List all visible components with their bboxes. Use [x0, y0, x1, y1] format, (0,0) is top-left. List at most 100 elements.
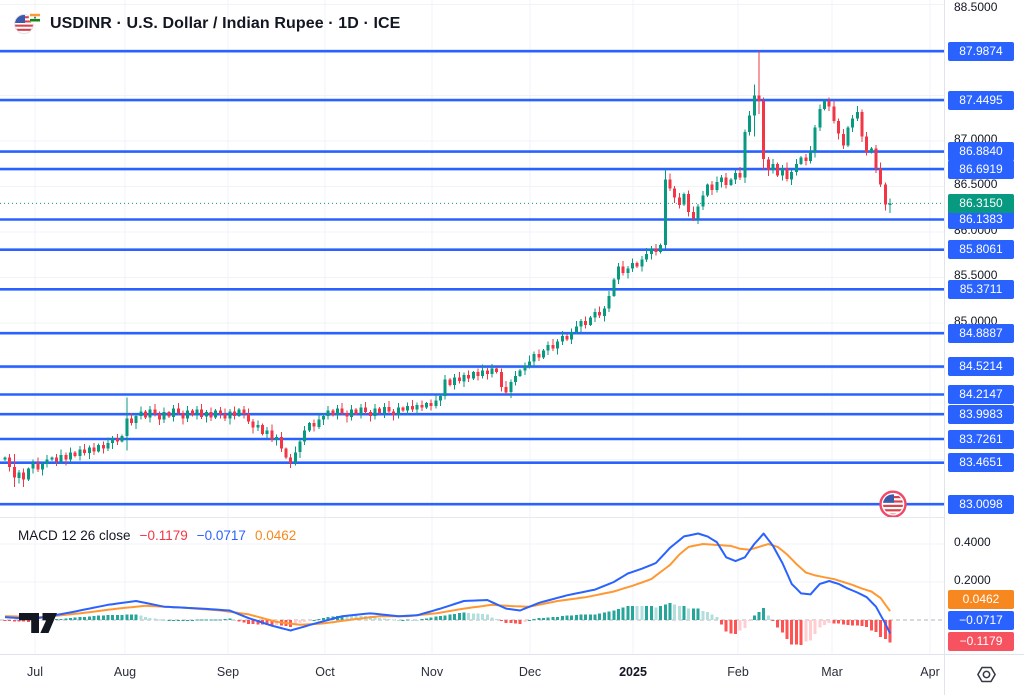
- candle-body: [584, 321, 588, 325]
- symbol-header[interactable]: USDINR · U.S. Dollar / Indian Rupee · 1D…: [14, 12, 400, 36]
- macd-histogram-bar: [879, 620, 883, 638]
- candle-body: [434, 400, 438, 406]
- candle-body: [134, 415, 138, 424]
- candle-body: [73, 452, 77, 456]
- candle-body: [673, 188, 677, 198]
- candle-body: [682, 193, 686, 205]
- candle-body: [631, 263, 634, 269]
- candle-body: [218, 410, 222, 414]
- macd-histogram-bar: [17, 620, 21, 622]
- macd-line-axis-label[interactable]: −0.0717: [948, 610, 1014, 630]
- macd-histogram-bar: [827, 620, 831, 623]
- macd-histogram-bar: [602, 612, 606, 620]
- candle-body: [598, 312, 602, 316]
- macd-histogram-bar: [111, 615, 115, 620]
- candle-body: [228, 411, 232, 419]
- candle-body: [729, 179, 733, 185]
- macd-histogram-bar: [186, 619, 190, 621]
- candle-body: [762, 101, 766, 160]
- candle-body: [771, 163, 775, 171]
- price-level-label[interactable]: 86.6919: [948, 159, 1014, 179]
- candle-body: [809, 152, 812, 162]
- macd-histogram-bar: [481, 614, 485, 620]
- macd-histogram-bar: [607, 611, 611, 620]
- macd-histogram-bar: [682, 605, 686, 621]
- macd-histogram-bar: [471, 613, 475, 620]
- candle-body: [303, 430, 307, 442]
- macd-histogram-bar: [645, 606, 649, 620]
- time-axis-label-feb: Feb: [727, 665, 749, 679]
- candle-body: [546, 344, 550, 351]
- macd-signal-axis-label[interactable]: 0.0462: [948, 589, 1014, 609]
- macd-histogram-bar: [181, 620, 185, 621]
- last-price-label[interactable]: 86.3150: [948, 193, 1014, 213]
- macd-histogram-bar: [115, 614, 119, 620]
- macd-histogram-bar: [649, 605, 653, 621]
- macd-histogram-bar: [874, 620, 878, 632]
- settings-icon[interactable]: [975, 663, 998, 691]
- macd-histogram-bar: [162, 620, 166, 621]
- price-level-label[interactable]: 85.3711: [948, 279, 1014, 299]
- macd-histogram-bar: [148, 617, 152, 620]
- price-level-label[interactable]: 83.9983: [948, 404, 1014, 424]
- candle-body: [462, 374, 466, 382]
- macd-histogram-bar: [406, 619, 410, 621]
- price-axis[interactable]: 88.5000 87.0000 86.5000 86.0000 85.5000 85.00…: [944, 0, 1024, 695]
- pane-separator[interactable]: [0, 517, 1024, 518]
- macd-histogram-bar: [593, 614, 597, 620]
- price-level-label[interactable]: 83.4651: [948, 453, 1014, 473]
- macd-histogram-bar: [415, 620, 419, 621]
- macd-histogram-bar: [617, 609, 620, 620]
- candle-body: [373, 408, 377, 416]
- macd-histogram-bar: [200, 619, 204, 621]
- price-level-label[interactable]: 84.2147: [948, 385, 1014, 404]
- macd-histogram-bar: [425, 618, 428, 620]
- macd-histogram-bar: [298, 620, 302, 623]
- macd-histogram-bar: [668, 602, 672, 620]
- macd-histogram-bar: [345, 615, 349, 620]
- price-level-label[interactable]: 83.0098: [948, 494, 1014, 514]
- macd-histogram-bar: [129, 614, 133, 620]
- candle-body: [326, 410, 330, 416]
- price-level-label[interactable]: 86.8840: [948, 142, 1014, 162]
- price-level-label[interactable]: 87.4495: [948, 90, 1014, 110]
- candle-body: [701, 195, 705, 207]
- candle-body: [734, 172, 737, 180]
- price-level-label[interactable]: 83.7261: [948, 429, 1014, 449]
- candle-body: [748, 115, 752, 132]
- candle-body: [523, 365, 527, 371]
- flag-image: [883, 494, 903, 515]
- macd-histogram-bar: [888, 620, 892, 643]
- macd-histogram-bar: [218, 619, 222, 621]
- price-level-label[interactable]: 85.8061: [948, 240, 1014, 260]
- macd-histogram-bar: [691, 608, 695, 620]
- macd-signal-value: 0.0462: [254, 528, 297, 543]
- macd-histogram-bar: [846, 620, 850, 626]
- us-flag-marker[interactable]: [879, 490, 907, 518]
- candle-body: [129, 418, 133, 424]
- macd-histogram-bar: [495, 619, 499, 621]
- price-level-label[interactable]: 87.9874: [948, 41, 1014, 61]
- candle-body: [265, 430, 269, 434]
- candle-body: [556, 341, 560, 349]
- candle-body: [139, 411, 143, 416]
- price-level-label[interactable]: 86.1383: [948, 210, 1014, 229]
- candle-body: [256, 425, 260, 428]
- time-axis[interactable]: Jul Aug Sep Oct Nov Dec 2025 Feb Mar Apr: [0, 654, 944, 695]
- tradingview-logo[interactable]: [18, 612, 58, 639]
- candle-body: [705, 184, 709, 196]
- price-level-label[interactable]: 84.8887: [948, 323, 1014, 343]
- symbol-title[interactable]: USDINR · U.S. Dollar / Indian Rupee · 1D…: [50, 15, 401, 32]
- candle-body: [167, 412, 171, 417]
- macd-legend[interactable]: MACD 12 26 close −0.1179 −0.0717 0.0462: [18, 528, 296, 543]
- macd-histogram-axis-label[interactable]: −0.1179: [948, 631, 1014, 651]
- macd-histogram-bar: [542, 617, 545, 620]
- macd-histogram-bar: [172, 620, 176, 621]
- macd-histogram-bar: [776, 620, 780, 628]
- candle-body: [860, 111, 864, 137]
- price-level-label[interactable]: 84.5214: [948, 357, 1014, 377]
- candle-body: [26, 468, 30, 480]
- candle-body: [45, 459, 49, 464]
- candle-body: [237, 409, 241, 416]
